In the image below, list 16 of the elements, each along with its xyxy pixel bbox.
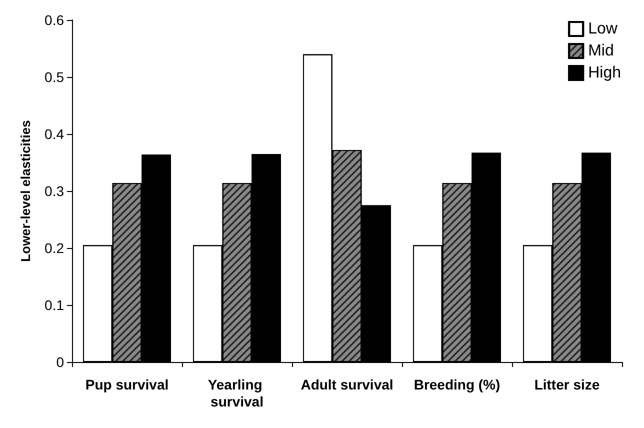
legend-label: Low — [588, 20, 618, 38]
y-tick-label: 0.1 — [44, 297, 64, 313]
y-tick-label: 0 — [56, 354, 64, 370]
x-tick-label: Breeding (%) — [414, 376, 500, 392]
y-tick-label: 0.3 — [44, 183, 64, 199]
y-tick-label: 0.2 — [44, 240, 64, 256]
legend-label: Mid — [588, 42, 614, 60]
x-tick-label: Adult survival — [300, 376, 394, 392]
y-tick-label: 0.4 — [44, 126, 64, 142]
x-tick-label: Yearling survival — [208, 376, 266, 410]
y-tick-label: 0.6 — [44, 12, 64, 28]
legend-label: High — [588, 64, 621, 82]
y-axis-title: Lower-level elasticities — [18, 120, 33, 262]
x-tick-label: Litter size — [534, 376, 600, 392]
y-tick-label: 0.5 — [44, 69, 64, 85]
x-tick-label: Pup survival — [85, 376, 169, 392]
